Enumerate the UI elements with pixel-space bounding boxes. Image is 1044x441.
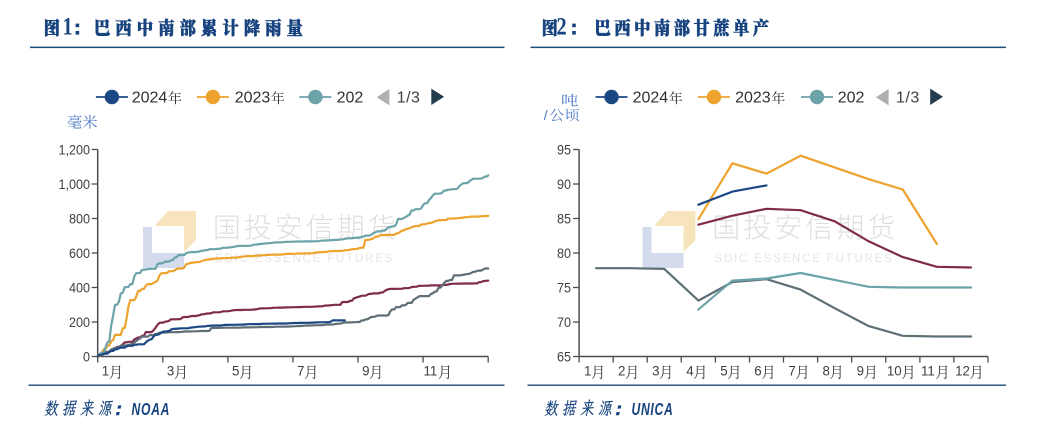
svg-text:NOAA: NOAA xyxy=(132,400,171,420)
svg-text:8: 8 xyxy=(823,363,830,378)
svg-text:2024: 2024 xyxy=(132,90,168,107)
svg-text:75: 75 xyxy=(557,280,571,296)
svg-text:SDIC ESSENCE FUTURES: SDIC ESSENCE FUTURES xyxy=(215,253,394,265)
svg-text:80: 80 xyxy=(557,245,571,261)
svg-text:12: 12 xyxy=(955,363,970,378)
svg-text:65: 65 xyxy=(557,349,571,365)
svg-text:9: 9 xyxy=(857,363,864,378)
svg-text:400: 400 xyxy=(69,280,90,296)
svg-text:202: 202 xyxy=(337,90,364,107)
svg-text:1,000: 1,000 xyxy=(59,176,90,192)
svg-text:3: 3 xyxy=(652,363,659,378)
svg-text:1: 1 xyxy=(63,13,73,41)
svg-text:SDIC ESSENCE FUTURES: SDIC ESSENCE FUTURES xyxy=(715,253,894,265)
svg-text:7: 7 xyxy=(788,363,795,378)
svg-text:1,200: 1,200 xyxy=(59,142,90,158)
svg-text:1/3: 1/3 xyxy=(397,90,421,107)
svg-text:5: 5 xyxy=(232,363,240,378)
svg-text:95: 95 xyxy=(557,142,571,158)
svg-text:1/3: 1/3 xyxy=(896,90,920,107)
svg-text:4: 4 xyxy=(686,363,694,378)
svg-text:202: 202 xyxy=(838,90,865,107)
svg-text:UNICA: UNICA xyxy=(632,400,674,420)
svg-text:2: 2 xyxy=(557,13,567,41)
svg-text:11: 11 xyxy=(921,363,935,378)
svg-text:85: 85 xyxy=(557,211,571,227)
svg-text:2024: 2024 xyxy=(633,90,669,107)
svg-text:10: 10 xyxy=(887,363,902,378)
svg-text:70: 70 xyxy=(557,314,571,330)
svg-text:800: 800 xyxy=(69,211,90,227)
svg-text:600: 600 xyxy=(69,245,90,261)
svg-text:7: 7 xyxy=(297,363,304,378)
svg-text:9: 9 xyxy=(362,363,369,378)
svg-text:/: / xyxy=(544,107,548,123)
svg-text:2023: 2023 xyxy=(735,90,771,107)
svg-text:5: 5 xyxy=(720,363,728,378)
svg-text:3: 3 xyxy=(167,363,174,378)
svg-text:1: 1 xyxy=(584,363,591,378)
svg-text:6: 6 xyxy=(754,363,761,378)
svg-text:90: 90 xyxy=(557,176,571,192)
svg-text:11: 11 xyxy=(424,363,438,378)
svg-text:2: 2 xyxy=(618,363,625,378)
svg-text:1: 1 xyxy=(102,363,109,378)
svg-text:0: 0 xyxy=(83,349,90,365)
svg-text:200: 200 xyxy=(69,314,90,330)
svg-text:2023: 2023 xyxy=(235,90,271,107)
